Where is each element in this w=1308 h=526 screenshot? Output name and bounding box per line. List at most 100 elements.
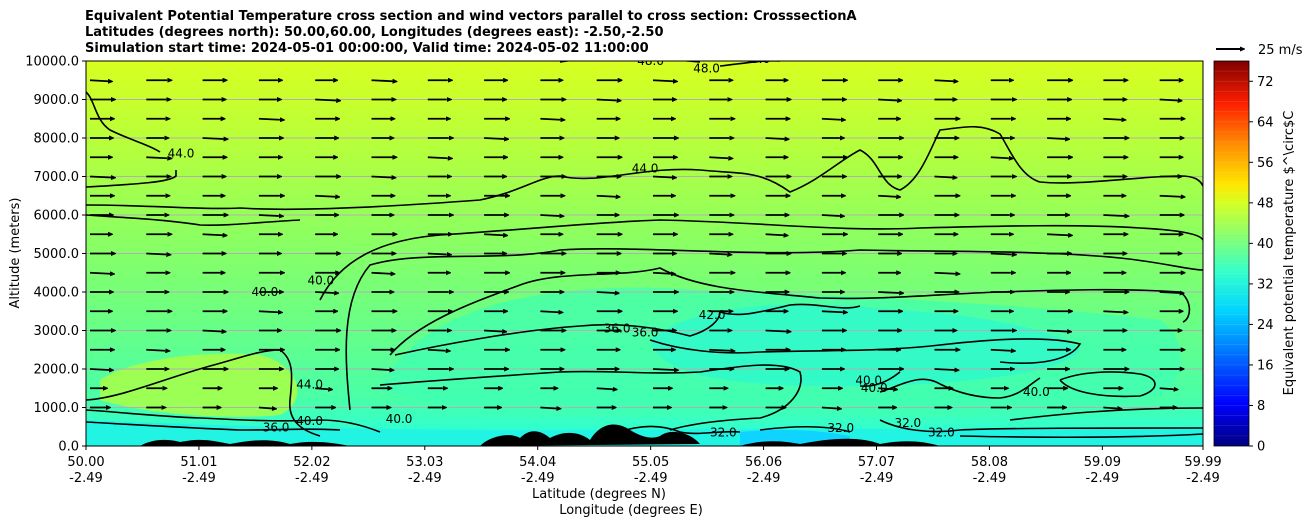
wind-key-label: 25 m/s — [1258, 43, 1303, 58]
x-tick-label-lon: -2.49 — [1186, 471, 1220, 486]
wind-vector — [1047, 138, 1065, 139]
chart-title: Equivalent Potential Temperature cross s… — [85, 9, 857, 57]
wind-vector — [1047, 331, 1067, 332]
contour-label: 44.0 — [296, 377, 323, 391]
contour-line — [389, 267, 1191, 356]
contour-line — [879, 419, 1203, 433]
y-tick-label: 2000.0 — [34, 363, 80, 378]
wind-vector — [596, 100, 617, 101]
x-tick-label-lon: -2.49 — [521, 471, 555, 486]
wind-vector — [878, 292, 899, 293]
x-tick-label-lon: -2.49 — [634, 471, 668, 486]
wind-vector — [878, 196, 896, 197]
contour-line — [86, 170, 177, 188]
x-axis-label: Latitude (degrees N) — [532, 487, 666, 502]
colorbar-ticks: 0 8 16 24 32 40 48 56 64 72 — [1249, 75, 1274, 455]
wind-vector — [934, 177, 953, 178]
contour-line — [86, 214, 301, 226]
wind-vector — [652, 80, 673, 81]
wind-vector — [878, 388, 893, 389]
wind-vector — [765, 331, 787, 332]
wind-vectors — [89, 80, 1181, 408]
wind-vector — [484, 138, 504, 139]
wind-vector — [202, 331, 222, 332]
y-tick-label: 10000.0 — [25, 55, 79, 70]
wind-vector — [315, 100, 336, 101]
y-tick-label: 9000.0 — [34, 93, 80, 108]
x-tick-label-lat: 58.08 — [971, 455, 1008, 470]
wind-vector — [258, 311, 278, 312]
colorbar-tick-label: 8 — [1257, 399, 1265, 414]
colorbar-tick-label: 48 — [1257, 196, 1274, 211]
wind-vector — [89, 273, 110, 274]
colorbar-tick-label: 56 — [1257, 156, 1274, 171]
wind-vector — [315, 388, 328, 389]
colorbar-tick-label: 32 — [1257, 277, 1274, 292]
x-tick-label-lon: -2.49 — [1086, 471, 1120, 486]
wind-vector — [1103, 215, 1124, 216]
wind-vector — [765, 234, 784, 235]
contour-line — [759, 426, 851, 433]
x-tick-label-lat: 59.99 — [1184, 455, 1221, 470]
contour-label: 44.0 — [632, 162, 659, 176]
wind-vector — [596, 388, 613, 389]
contour-line — [86, 409, 381, 433]
title-line: Equivalent Potential Temperature cross s… — [85, 9, 857, 24]
contour-label: 32.0 — [710, 425, 737, 439]
wind-vector — [89, 177, 111, 178]
contour-line — [649, 338, 1082, 364]
contour-label: 40.0 — [1023, 385, 1050, 399]
wind-vector — [652, 273, 671, 274]
y-axis-label: Altitude (meters) — [8, 198, 23, 309]
colorbar-tick-label: 24 — [1257, 318, 1274, 333]
contour-line — [345, 248, 1203, 411]
colorbar-tick-label: 16 — [1257, 358, 1274, 373]
contour-label: 40.0 — [861, 381, 888, 395]
wind-vector — [990, 157, 1009, 158]
wind-vector — [427, 157, 448, 158]
x-axis-label-2: Longitude (degrees E) — [559, 503, 703, 518]
colorbar-bands — [1214, 70, 1249, 437]
contour-line — [86, 125, 1203, 211]
colorbar-tick-label: 64 — [1257, 115, 1274, 130]
contour-label: 42.0 — [699, 308, 726, 322]
y-axis: 0.0 1000.0 2000.0 3000.0 4000.0 5000.0 6000.0 7… — [25, 55, 86, 455]
wind-vector — [371, 273, 391, 274]
colorbar: 0 8 16 24 32 40 48 56 64 72 Equivalent potential … — [1213, 60, 1297, 455]
wind-vector — [427, 254, 447, 255]
contour-line — [86, 91, 161, 153]
wind-vector — [258, 215, 279, 216]
wind-vector — [1103, 119, 1121, 120]
contour-label: 36.0 — [632, 325, 659, 339]
wind-vector — [934, 80, 954, 81]
contour-line — [959, 433, 1203, 439]
y-tick-label: 4000.0 — [34, 286, 80, 301]
wind-vector — [652, 369, 674, 370]
surface-band — [86, 420, 1203, 446]
x-tick-label-lon: -2.49 — [973, 471, 1007, 486]
x-tick-label-lat: 57.07 — [858, 455, 895, 470]
wind-vector — [990, 350, 1011, 351]
wind-vector — [371, 177, 392, 178]
title-line: Simulation start time: 2024-05-01 00:00:… — [85, 41, 649, 56]
wind-vector — [1103, 311, 1123, 312]
wind-vector — [1047, 234, 1068, 235]
wind-vector — [709, 157, 728, 158]
contour-line — [394, 303, 861, 356]
y-tick-label: 0.0 — [58, 440, 79, 455]
x-tick-label-lon: -2.49 — [747, 471, 781, 486]
x-tick-label-lon: -2.49 — [182, 471, 216, 486]
wind-vector — [1159, 196, 1181, 197]
wind-vector — [146, 157, 167, 158]
y-tick-label: 6000.0 — [34, 209, 80, 224]
contour-line — [859, 371, 901, 387]
wind-vector — [821, 311, 843, 312]
contour-line — [1059, 371, 1156, 398]
contour-line — [86, 421, 341, 431]
x-tick-label-lon: -2.49 — [69, 471, 103, 486]
wind-vector — [484, 331, 502, 332]
contour-label: 36.0 — [263, 420, 290, 434]
wind-vector — [1159, 388, 1174, 389]
contour-line — [719, 61, 780, 67]
wind-vector — [484, 234, 503, 235]
